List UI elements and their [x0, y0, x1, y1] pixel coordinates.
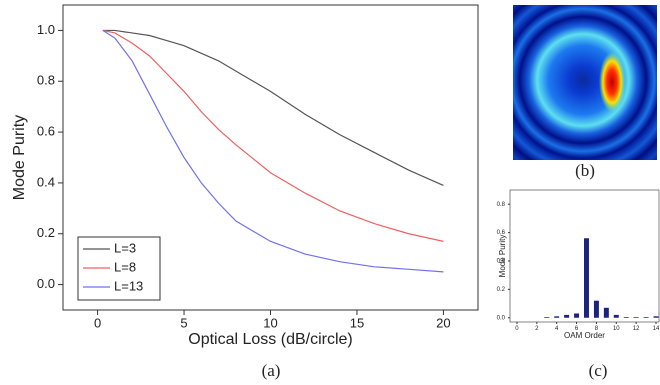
x-tick-label: 10 — [613, 326, 620, 332]
x-tick-label: 14 — [653, 326, 660, 332]
bar — [554, 316, 559, 317]
legend-label: L=13 — [114, 278, 143, 293]
y-tick-label: 0.2 — [497, 287, 506, 293]
series-line — [103, 30, 444, 185]
mode-image — [468, 0, 660, 195]
y-tick-label: 0.6 — [37, 124, 55, 139]
x-tick-label: 4 — [555, 326, 559, 332]
y-axis-label: Mode Purity — [498, 235, 507, 278]
bar — [614, 315, 619, 318]
bar — [584, 238, 589, 317]
y-tick-label: 0.8 — [497, 202, 506, 208]
figure: (b) 051015200.00.20.40.60.81.0Optical Lo… — [0, 0, 660, 385]
legend-label: L=3 — [114, 240, 136, 255]
panel-caption: (a) — [262, 361, 281, 380]
bar — [574, 313, 579, 317]
bar — [624, 317, 629, 318]
x-tick-label: 2 — [535, 326, 539, 332]
x-tick-label: 20 — [436, 316, 450, 331]
panel-caption: (c) — [589, 361, 608, 380]
y-tick-label: 0.8 — [37, 73, 55, 88]
series-line — [103, 30, 444, 271]
y-tick-label: 1.0 — [37, 22, 55, 37]
x-tick-label: 15 — [350, 316, 364, 331]
bar — [604, 308, 609, 318]
bar — [594, 301, 599, 318]
bar — [654, 316, 659, 317]
legend-label: L=8 — [114, 259, 136, 274]
bar — [634, 317, 639, 318]
page: (b) 051015200.00.20.40.60.81.0Optical Lo… — [0, 0, 660, 385]
y-tick-label: 0.0 — [37, 276, 55, 291]
y-tick-label: 0.0 — [497, 315, 506, 321]
x-tick-label: 10 — [263, 316, 277, 331]
x-tick-label: 0 — [515, 326, 519, 332]
series-line — [103, 30, 444, 241]
y-axis-label: Mode Purity — [11, 115, 28, 200]
x-tick-label: 12 — [633, 326, 640, 332]
bar — [564, 315, 569, 318]
image-caption: (b) — [575, 161, 595, 180]
x-tick-label: 5 — [180, 316, 187, 331]
bar — [544, 317, 549, 318]
x-axis-label: OAM Order — [564, 331, 605, 340]
x-tick-label: 0 — [94, 316, 101, 331]
bar — [644, 317, 649, 318]
y-tick-label: 0.4 — [37, 174, 55, 189]
x-axis-label: Optical Loss (dB/circle) — [188, 331, 353, 348]
y-tick-label: 0.2 — [37, 225, 55, 240]
